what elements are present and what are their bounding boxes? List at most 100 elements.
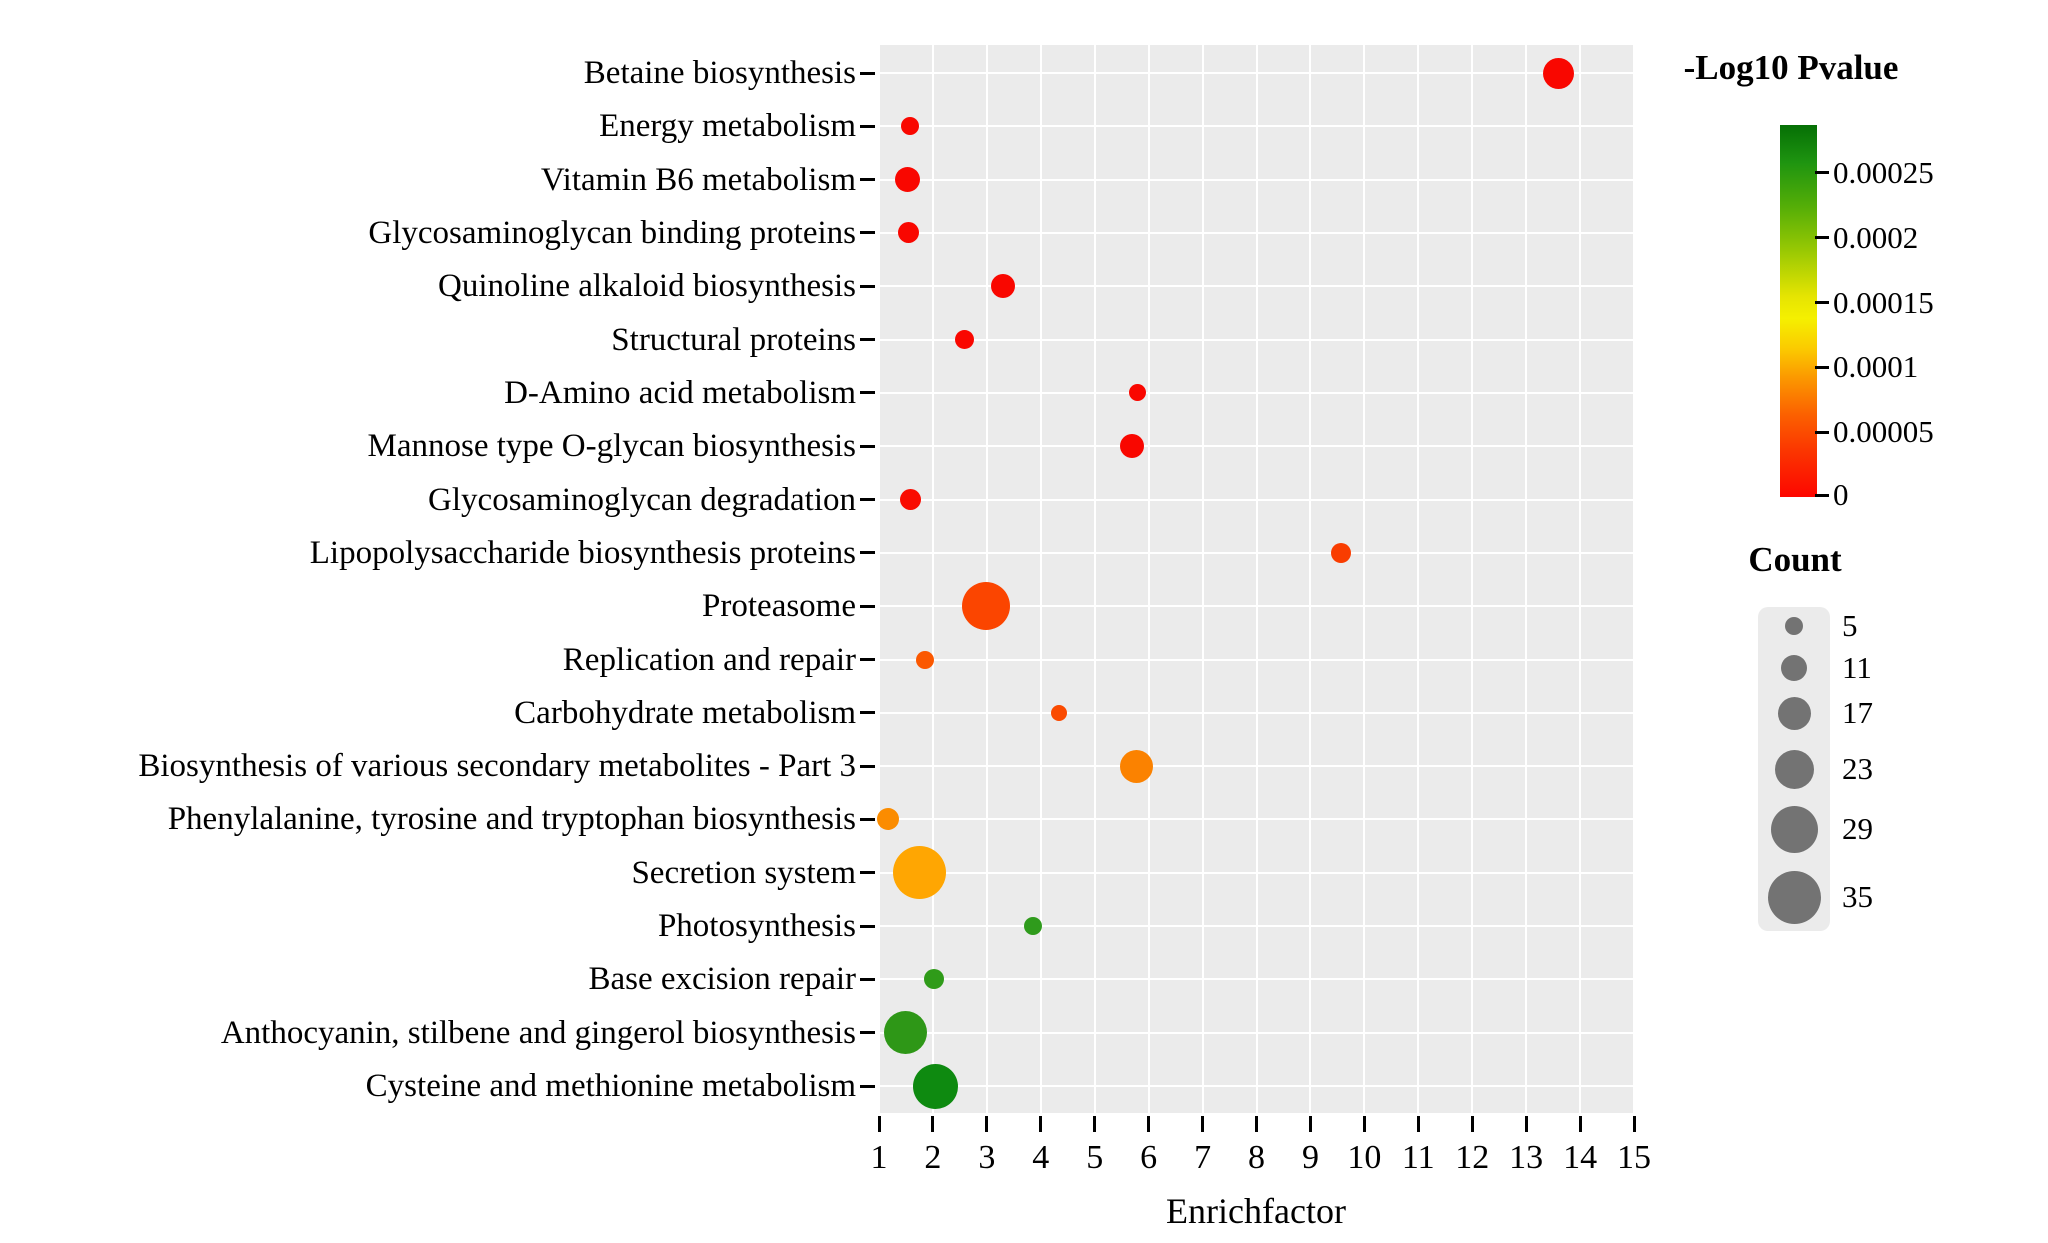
- x-axis-tick: [1147, 1116, 1151, 1132]
- colorbar-tick: [1815, 301, 1829, 305]
- x-tick-label: 14: [1563, 1139, 1598, 1176]
- horizontal-gridline: [878, 391, 1635, 394]
- data-point-bubble: [900, 489, 922, 511]
- x-axis-tick: [931, 1116, 935, 1132]
- x-axis-tick: [1201, 1116, 1205, 1132]
- y-axis-label: Proteasome: [702, 588, 856, 625]
- data-point-bubble: [884, 1011, 928, 1055]
- y-axis-tick: [860, 444, 875, 448]
- colorbar-tick-label: 0.00015: [1833, 284, 1934, 320]
- x-axis-tick: [1039, 1116, 1043, 1132]
- y-axis-label: Secretion system: [631, 854, 856, 891]
- count-legend-label: 17: [1842, 695, 1873, 730]
- data-point-bubble: [913, 1063, 959, 1109]
- y-axis-tick: [860, 1031, 875, 1035]
- count-legend-label: 11: [1842, 650, 1872, 685]
- data-point-bubble: [877, 808, 900, 831]
- y-axis-label: Phenylalanine, tyrosine and tryptophan b…: [167, 801, 856, 838]
- horizontal-gridline: [878, 178, 1635, 181]
- colorbar-title: -Log10 Pvalue: [1683, 48, 1899, 87]
- count-legend-label: 5: [1842, 608, 1858, 643]
- horizontal-gridline: [878, 925, 1635, 928]
- vertical-gridline: [1363, 45, 1366, 1113]
- y-axis-label: Quinoline alkaloid biosynthesis: [438, 268, 856, 305]
- y-axis-label: Base excision repair: [588, 961, 856, 998]
- colorbar-tick-label: 0.00005: [1833, 414, 1934, 450]
- data-point-bubble: [961, 582, 1010, 631]
- plot-panel: [877, 45, 1636, 1113]
- x-tick-label: 1: [870, 1139, 888, 1176]
- count-legend-label: 35: [1842, 879, 1873, 914]
- count-legend-dot: [1767, 870, 1821, 924]
- y-axis-tick: [860, 551, 875, 555]
- x-axis-tick: [1093, 1116, 1097, 1132]
- colorbar-tick: [1815, 236, 1829, 240]
- x-tick-label: 9: [1301, 1139, 1319, 1176]
- x-tick-label: 15: [1617, 1139, 1652, 1176]
- colorbar-tick-label: 0.00025: [1833, 154, 1934, 190]
- y-axis-tick: [860, 178, 875, 182]
- vertical-gridline: [1039, 45, 1042, 1113]
- count-legend-dot: [1781, 655, 1807, 681]
- x-tick-label: 12: [1455, 1139, 1490, 1176]
- x-tick-label: 4: [1032, 1139, 1050, 1176]
- count-legend-dot: [1774, 749, 1814, 789]
- y-axis-tick: [860, 711, 875, 715]
- y-axis-label: Cysteine and methionine metabolism: [365, 1068, 856, 1105]
- vertical-gridline: [1309, 45, 1312, 1113]
- horizontal-gridline: [878, 338, 1635, 341]
- y-axis-label: Biosynthesis of various secondary metabo…: [138, 748, 856, 785]
- y-axis-label: Glycosaminoglycan binding proteins: [368, 214, 856, 251]
- y-axis-tick: [860, 1084, 875, 1088]
- data-point-bubble: [1119, 434, 1144, 459]
- y-axis-label: Glycosaminoglycan degradation: [428, 481, 856, 518]
- y-axis-label: Anthocyanin, stilbene and gingerol biosy…: [220, 1014, 856, 1051]
- horizontal-gridline: [878, 1031, 1635, 1034]
- y-axis-tick: [860, 71, 875, 75]
- x-tick-label: 13: [1509, 1139, 1544, 1176]
- horizontal-gridline: [878, 658, 1635, 661]
- x-axis-tick: [985, 1116, 989, 1132]
- y-axis-tick: [860, 977, 875, 981]
- y-axis-tick: [860, 498, 875, 502]
- x-axis-tick: [1524, 1116, 1528, 1132]
- count-legend-dot: [1770, 805, 1818, 853]
- data-point-bubble: [893, 846, 947, 900]
- horizontal-gridline: [878, 285, 1635, 288]
- data-point-bubble: [1543, 57, 1575, 89]
- x-tick-label: 7: [1194, 1139, 1212, 1176]
- x-tick-label: 3: [978, 1139, 996, 1176]
- x-axis-tick: [1578, 1116, 1582, 1132]
- vertical-gridline: [1579, 45, 1582, 1113]
- horizontal-gridline: [878, 125, 1635, 128]
- x-tick-label: 2: [924, 1139, 942, 1176]
- data-point-bubble: [954, 330, 974, 350]
- vertical-gridline: [931, 45, 934, 1113]
- y-axis-tick: [860, 124, 875, 128]
- data-point-bubble: [894, 167, 920, 193]
- x-axis-tick: [1632, 1116, 1636, 1132]
- count-legend-dot: [1785, 617, 1803, 635]
- colorbar-tick: [1815, 430, 1829, 434]
- data-point-bubble: [900, 117, 919, 136]
- y-axis-tick: [860, 658, 875, 662]
- colorbar-gradient: [1780, 125, 1817, 497]
- y-axis-label: Lipopolysaccharide biosynthesis proteins: [309, 534, 856, 571]
- data-point-bubble: [1129, 384, 1147, 402]
- vertical-gridline: [985, 45, 988, 1113]
- data-point-bubble: [1050, 704, 1067, 721]
- x-tick-label: 5: [1086, 1139, 1104, 1176]
- vertical-gridline: [1633, 45, 1636, 1113]
- y-axis-tick: [860, 871, 875, 875]
- colorbar-tick-label: 0: [1833, 477, 1849, 512]
- x-axis-tick: [1416, 1116, 1420, 1132]
- data-point-bubble: [924, 969, 944, 990]
- horizontal-gridline: [878, 72, 1635, 74]
- y-axis-tick: [860, 764, 875, 768]
- horizontal-gridline: [878, 445, 1635, 448]
- count-legend-label: 23: [1842, 751, 1873, 786]
- x-tick-label: 11: [1401, 1139, 1435, 1176]
- data-point-bubble: [1331, 542, 1352, 563]
- y-axis-label: Carbohydrate metabolism: [514, 694, 856, 731]
- y-axis-label: Vitamin B6 metabolism: [540, 161, 856, 198]
